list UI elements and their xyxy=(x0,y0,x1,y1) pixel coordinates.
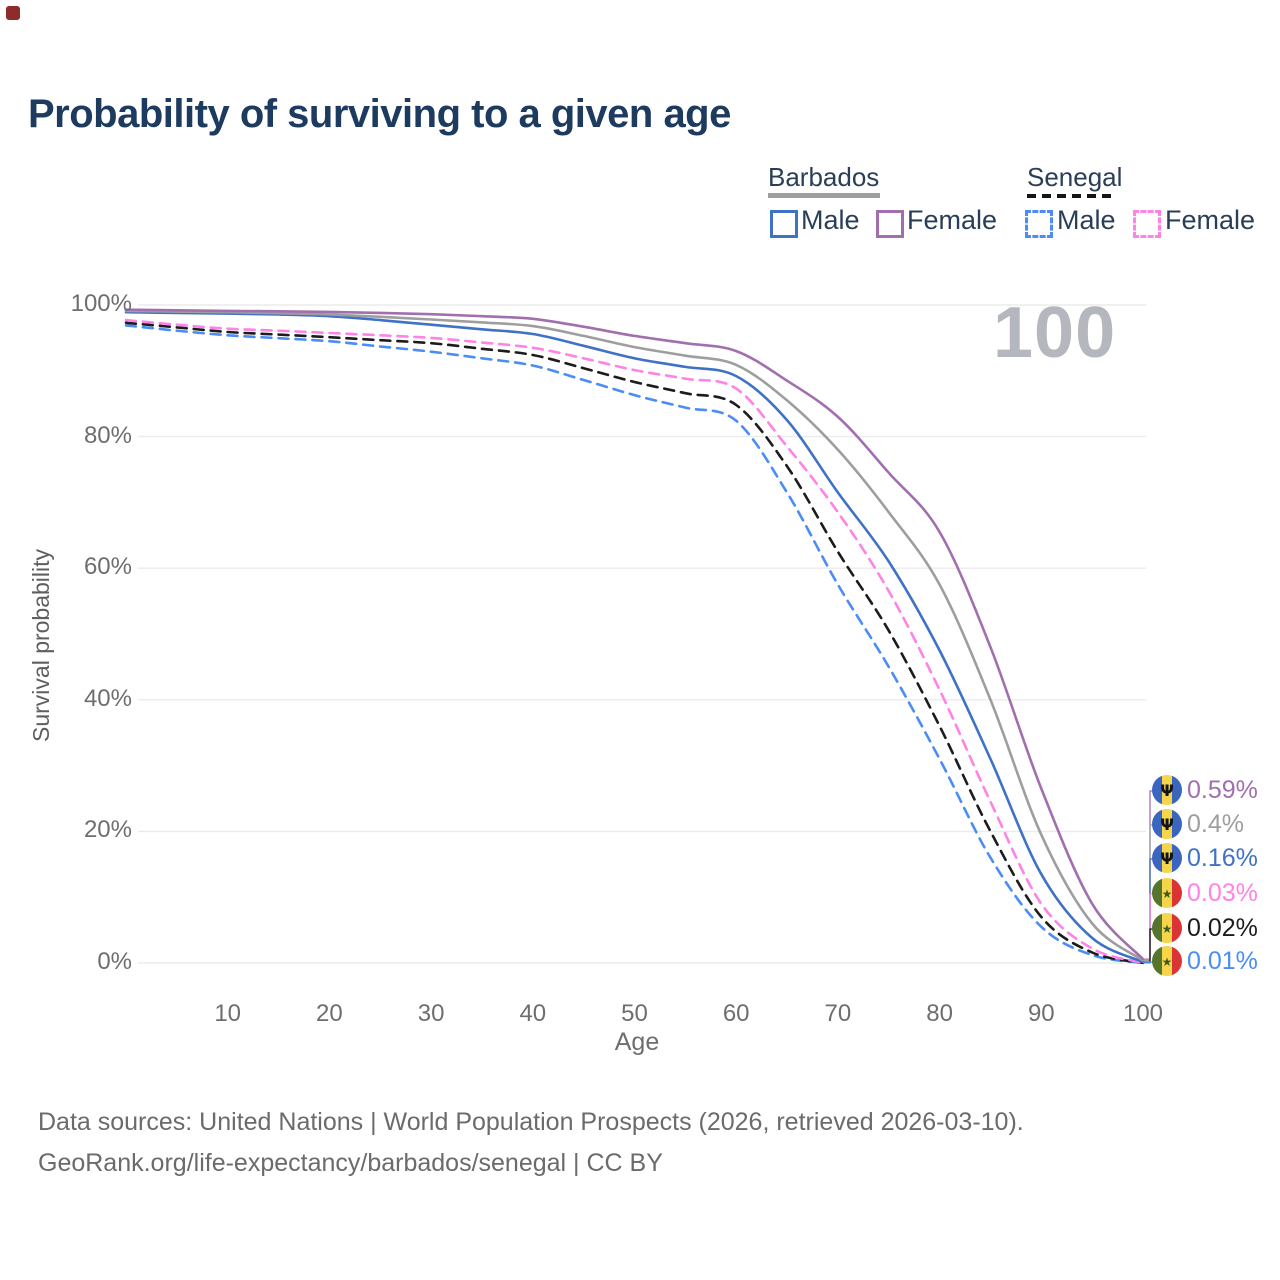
legend-swatch-senegal-female[interactable] xyxy=(1133,210,1161,238)
legend-label-barbados-female[interactable]: Female xyxy=(907,205,998,235)
svg-text:Ψ: Ψ xyxy=(1160,815,1174,834)
corner-marker xyxy=(6,6,20,20)
legend-group-barbados: Barbados xyxy=(768,162,880,192)
legend-label-barbados-male[interactable]: Male xyxy=(801,205,860,235)
x-axis-title: Age xyxy=(614,1028,660,1056)
end-label-connector xyxy=(1143,961,1154,964)
x-tick-label: 90 xyxy=(1027,1000,1055,1027)
legend-barbados-linestyle xyxy=(768,193,880,198)
end-label-barbados-male: Ψ 0.16% xyxy=(1152,843,1258,873)
y-tick-label: 60% xyxy=(83,553,132,581)
svg-text:★: ★ xyxy=(1162,922,1173,936)
barbados-flag-icon: Ψ xyxy=(1152,843,1182,873)
end-value: 0.4% xyxy=(1187,809,1244,838)
svg-text:Ψ: Ψ xyxy=(1160,849,1174,868)
y-axis-title: Survival probability xyxy=(28,548,54,742)
footer-datasource: Data sources: United Nations | World Pop… xyxy=(38,1108,1024,1136)
senegal-flag-icon: ★ xyxy=(1152,946,1182,976)
x-tick-label: 70 xyxy=(824,1000,852,1027)
series-line-barbados-female xyxy=(124,308,1145,961)
x-tick-label: 10 xyxy=(214,1000,242,1027)
x-tick-label: 80 xyxy=(926,1000,953,1027)
x-tick-label: 100 xyxy=(1122,1000,1164,1027)
senegal-flag-icon: ★ xyxy=(1152,878,1182,908)
y-tick-label: 40% xyxy=(83,684,132,712)
age-watermark: 100 xyxy=(993,293,1117,373)
legend-senegal-linestyle xyxy=(1027,194,1115,198)
end-value: 0.16% xyxy=(1187,843,1258,872)
end-value: 0.01% xyxy=(1187,946,1258,975)
series-line-barbados xyxy=(124,309,1145,962)
end-label-senegal-female: ★ 0.03% xyxy=(1152,878,1258,908)
legend-swatch-senegal-male[interactable] xyxy=(1025,210,1053,238)
legend-swatch-barbados-female[interactable] xyxy=(876,210,904,238)
end-label-senegal: ★ 0.02% xyxy=(1152,913,1258,943)
end-label-barbados-female: Ψ 0.59% xyxy=(1152,775,1258,805)
legend-swatch-barbados-male[interactable] xyxy=(770,210,798,238)
x-tick-label: 20 xyxy=(316,1000,343,1027)
barbados-flag-icon: Ψ xyxy=(1152,775,1182,805)
x-tick-label: 50 xyxy=(621,1000,648,1027)
page-title: Probability of surviving to a given age xyxy=(28,92,731,136)
end-label-senegal-male: ★ 0.01% xyxy=(1152,946,1258,976)
legend-group-senegal: Senegal xyxy=(1027,162,1123,192)
series-line-senegal xyxy=(124,321,1145,965)
end-label-barbados: Ψ 0.4% xyxy=(1152,809,1244,839)
y-tick-label: 80% xyxy=(83,421,132,449)
legend-label-senegal-male[interactable]: Male xyxy=(1057,205,1116,235)
x-tick-label: 30 xyxy=(417,1000,445,1027)
end-value: 0.59% xyxy=(1187,775,1258,804)
x-tick-label: 40 xyxy=(519,1000,547,1027)
senegal-flag-icon: ★ xyxy=(1152,913,1182,943)
end-value: 0.02% xyxy=(1187,913,1258,942)
series-line-senegal-female xyxy=(124,318,1145,965)
svg-text:★: ★ xyxy=(1162,955,1173,969)
y-tick-label: 100% xyxy=(70,290,132,317)
svg-text:★: ★ xyxy=(1162,887,1173,901)
y-tick-label: 20% xyxy=(83,816,132,844)
svg-text:Ψ: Ψ xyxy=(1160,781,1174,800)
barbados-flag-icon: Ψ xyxy=(1152,809,1182,839)
footer-attribution: GeoRank.org/life-expectancy/barbados/sen… xyxy=(38,1149,663,1177)
end-value: 0.03% xyxy=(1187,878,1258,907)
legend-label-senegal-female[interactable]: Female xyxy=(1165,205,1256,235)
y-tick-label: 0% xyxy=(97,948,132,975)
x-tick-label: 60 xyxy=(722,1000,750,1027)
series-line-barbados-male xyxy=(124,310,1145,964)
